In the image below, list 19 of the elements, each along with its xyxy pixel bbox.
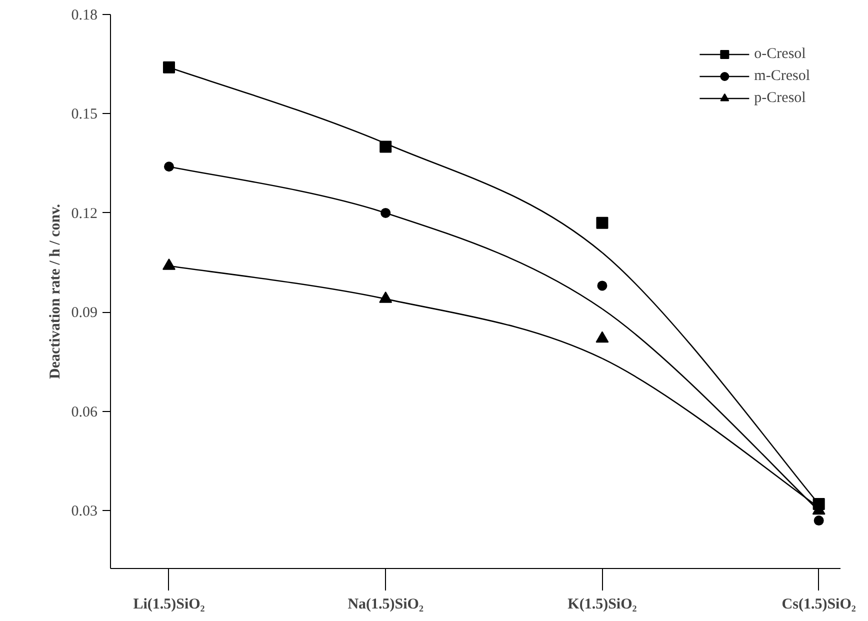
y-tick-label: 0.09 [71,305,98,322]
y-tick-label: 0.06 [71,404,98,420]
point [164,162,174,172]
x-tick-label: Cs(1.5)SiO₂ [782,596,856,612]
y-tick-label: 0.18 [71,8,98,24]
legend-label: o-Cresol [754,46,806,62]
y-tick-label: 0.03 [71,504,98,520]
legend-label: m-Cresol [754,68,810,84]
y-tick-label: 0.12 [71,206,98,222]
x-tick-label: Li(1.5)SiO₂ [133,596,206,612]
point [162,61,175,74]
point [596,216,608,229]
y-tick-label: 0.15 [71,106,98,123]
legend-label: p-Cresol [754,90,806,106]
x-tick-label: K(1.5)SiO₂ [568,596,638,612]
y-axis-title: Deactivation rate / h / conv. [47,204,64,379]
point [814,516,824,526]
point [597,280,608,291]
x-tick-label: Na(1.5)SiO₂ [348,596,424,612]
